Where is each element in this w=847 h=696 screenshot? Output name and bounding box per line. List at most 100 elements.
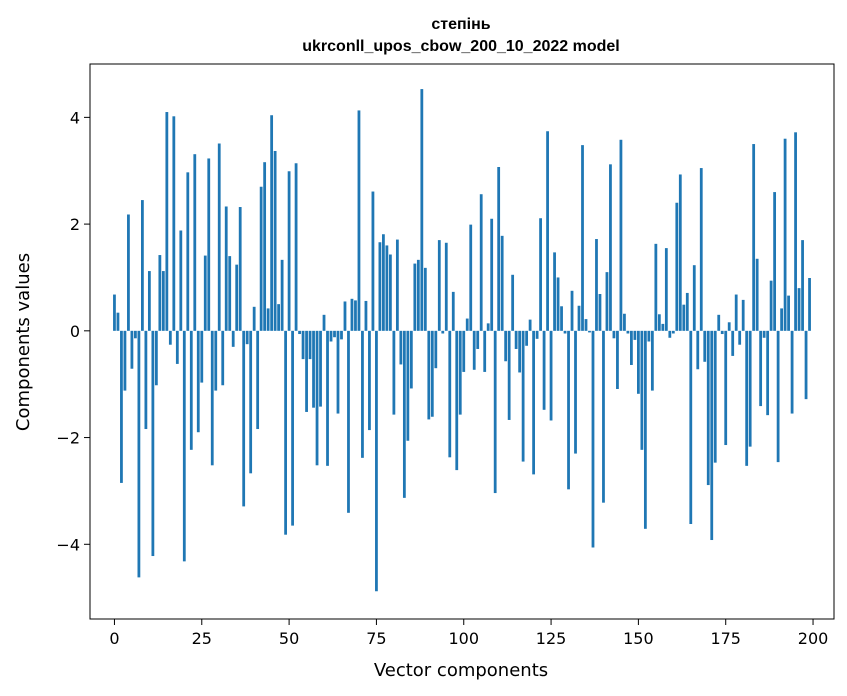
bar xyxy=(640,330,644,450)
bar xyxy=(759,330,763,407)
bar xyxy=(357,110,361,331)
bar xyxy=(151,330,155,557)
bar xyxy=(242,330,246,507)
bar xyxy=(291,330,294,526)
bar xyxy=(322,314,326,331)
bar xyxy=(542,330,546,410)
bar xyxy=(284,330,287,535)
bar xyxy=(214,330,218,391)
bar xyxy=(312,330,315,408)
bar xyxy=(378,242,382,331)
bar xyxy=(266,308,270,331)
bar xyxy=(154,330,158,386)
bar xyxy=(273,150,277,331)
bar xyxy=(595,239,598,331)
bar xyxy=(277,304,281,331)
bar xyxy=(238,207,242,331)
bar xyxy=(738,330,742,345)
x-tick-label: 125 xyxy=(536,629,567,648)
bar xyxy=(186,172,190,331)
bar xyxy=(696,330,700,370)
bar xyxy=(455,330,459,471)
bar xyxy=(577,305,581,331)
bar xyxy=(458,330,462,415)
bar xyxy=(560,306,563,331)
bar xyxy=(256,330,260,430)
bar xyxy=(521,330,525,462)
bar xyxy=(326,330,329,466)
bar xyxy=(308,330,312,360)
bar xyxy=(172,116,176,331)
bar xyxy=(612,330,616,339)
bar xyxy=(294,163,298,331)
bar xyxy=(382,234,385,331)
x-tick-label: 25 xyxy=(192,629,212,648)
bar xyxy=(507,330,511,420)
bar xyxy=(134,330,137,339)
bar xyxy=(650,330,654,391)
bar xyxy=(623,313,626,331)
bar xyxy=(385,245,389,331)
bar xyxy=(364,300,368,331)
bar xyxy=(633,330,637,340)
bar xyxy=(490,218,494,331)
bar xyxy=(808,278,811,331)
bar xyxy=(741,299,745,331)
bar xyxy=(692,265,696,331)
bar xyxy=(497,167,501,331)
bar xyxy=(493,330,497,494)
bar xyxy=(619,139,623,331)
bar xyxy=(598,294,602,331)
bar xyxy=(710,330,714,541)
bar xyxy=(368,330,371,431)
bar xyxy=(703,330,707,362)
bar xyxy=(783,138,787,331)
bar xyxy=(780,308,783,331)
bar xyxy=(298,330,301,335)
bar xyxy=(790,330,794,414)
bar xyxy=(630,330,633,365)
bar xyxy=(609,164,612,331)
bar xyxy=(221,330,225,386)
bar xyxy=(228,256,232,331)
bar xyxy=(413,263,417,331)
bar xyxy=(235,264,239,331)
bar xyxy=(210,330,214,466)
bar xyxy=(231,330,235,347)
bar xyxy=(465,318,469,331)
bar xyxy=(734,294,738,331)
bar xyxy=(333,330,336,338)
bar xyxy=(420,89,424,331)
bar xyxy=(469,224,473,331)
bar xyxy=(776,330,780,463)
bar xyxy=(416,259,420,331)
bar xyxy=(144,330,148,430)
bar xyxy=(479,194,483,331)
bar xyxy=(748,330,752,447)
bar xyxy=(409,330,413,389)
y-tick-label: 4 xyxy=(70,108,80,127)
bar xyxy=(801,240,804,331)
bar xyxy=(462,330,466,372)
bar xyxy=(444,242,448,331)
bar xyxy=(137,330,141,578)
x-axis-ticks: 0 25 50 75 100 125 150 175 200 xyxy=(109,619,828,648)
bar xyxy=(305,330,308,412)
bar xyxy=(437,240,441,331)
bar xyxy=(340,330,343,340)
bar xyxy=(217,143,221,331)
bar xyxy=(643,330,647,529)
bar xyxy=(563,330,567,334)
x-tick-label: 75 xyxy=(366,629,386,648)
bar xyxy=(392,330,396,415)
bar xyxy=(514,330,518,349)
bar xyxy=(371,191,375,331)
bar xyxy=(123,330,127,391)
x-tick-label: 200 xyxy=(798,629,829,648)
bar xyxy=(406,330,410,441)
bar xyxy=(329,330,333,342)
bar xyxy=(553,252,556,331)
bar xyxy=(539,218,542,331)
bar xyxy=(441,330,445,334)
